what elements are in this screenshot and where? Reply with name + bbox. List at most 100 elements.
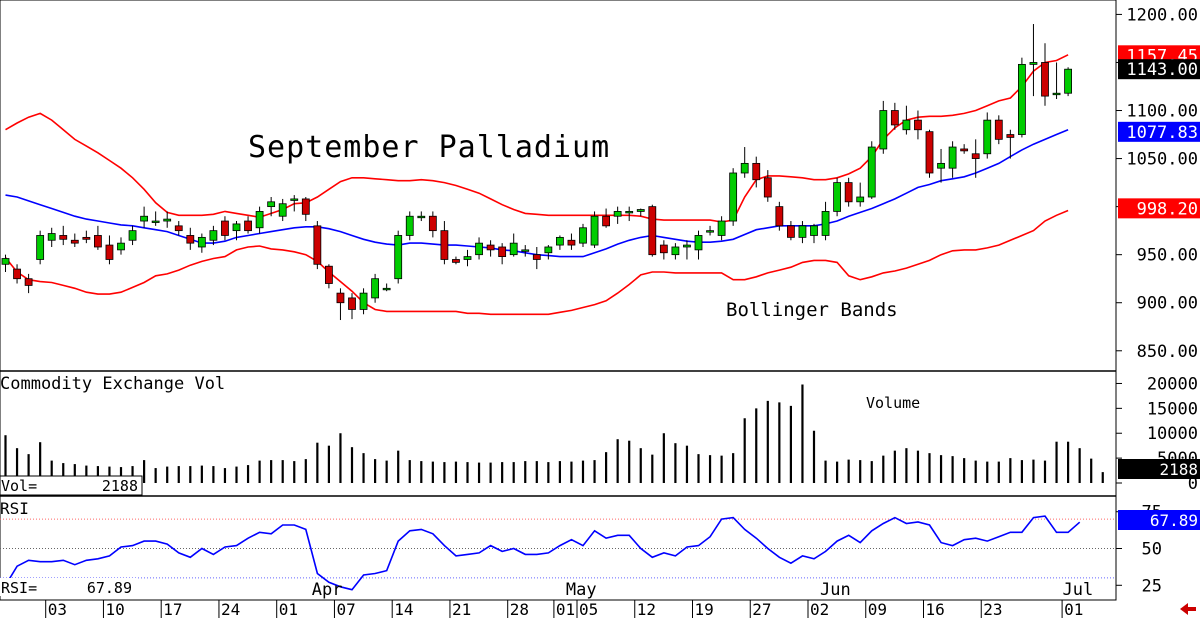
price-title: September Palladium (248, 130, 610, 165)
price-label-text: 1143.00 (1126, 60, 1198, 80)
candle-body (509, 242, 518, 256)
x-tick-label: 03 (48, 600, 67, 619)
candle-body (694, 235, 703, 251)
x-tick-label: 21 (452, 600, 471, 619)
candle-body (856, 196, 865, 203)
candle-body (405, 215, 414, 236)
candle-body (163, 218, 172, 222)
candle-body (556, 236, 564, 246)
candle-body (521, 249, 530, 252)
rsi-axis: 755025 (0, 503, 1162, 596)
scroll-left-arrow-icon[interactable] (1180, 603, 1196, 615)
candle-body (117, 242, 125, 251)
candle-body (359, 292, 368, 310)
x-tick-label: 01 (1064, 600, 1083, 619)
x-tick-label: 23 (983, 600, 1002, 619)
candle-body (209, 230, 218, 241)
candle-body (879, 110, 888, 150)
bollinger-lower-line (4, 209, 1069, 316)
price-label-bg (1118, 198, 1200, 219)
candle-body (486, 244, 495, 251)
x-tick-label: 19 (695, 600, 714, 619)
candle-body (971, 153, 980, 159)
x-tick-label: 09 (868, 600, 887, 619)
candle-body (336, 292, 345, 304)
rsi-readout-box (0, 578, 136, 596)
x-tick-label: 24 (221, 600, 240, 619)
rsi-title: RSI (0, 499, 29, 518)
candle-body (740, 162, 749, 174)
x-tick-label: 01 (556, 600, 575, 619)
candle-body (463, 256, 472, 260)
price-tick-label: 850.00 (1137, 342, 1198, 362)
candle-body (417, 215, 426, 219)
rsi-line (4, 515, 1081, 591)
candle-body (937, 162, 945, 169)
candle-body (301, 198, 310, 215)
candle-body (567, 239, 576, 246)
plot-frame (0, 0, 1117, 601)
price-label-text: 1077.83 (1126, 123, 1198, 143)
candle-body (729, 172, 738, 222)
volume-readout-box (0, 475, 143, 496)
candle-body (59, 235, 68, 240)
candle-body (440, 230, 449, 260)
candle-body (1, 258, 10, 265)
candle-body (105, 244, 114, 260)
x-tick-label: 10 (105, 600, 124, 619)
x-tick-label: 28 (510, 600, 529, 619)
candle-body (1052, 92, 1061, 96)
candle-body (590, 215, 599, 246)
candle-body (382, 287, 391, 291)
candle-body (70, 239, 79, 244)
rsi-tick-label: 50 (1142, 540, 1162, 560)
volume-side-label-bg (1118, 459, 1200, 479)
candlesticks (1, 24, 1072, 321)
candle-body (683, 244, 691, 248)
volume-tick-label: 15000 (1147, 399, 1198, 419)
candle-body (925, 131, 934, 174)
candle-body (844, 182, 853, 203)
candle-body (706, 230, 714, 233)
candle-body (890, 110, 899, 126)
bollinger-upper-line (5, 54, 1069, 223)
price-tick-label: 900.00 (1137, 294, 1198, 314)
candle-body (983, 119, 992, 155)
candle-body (394, 235, 403, 280)
candle-body (348, 297, 356, 310)
candle-body (717, 220, 726, 236)
candle-body (1006, 134, 1015, 138)
candle-body (221, 220, 229, 236)
volume-tick-label: 20000 (1147, 374, 1198, 394)
candle-body (960, 148, 969, 152)
candle-body (1029, 62, 1038, 65)
candle-body (47, 233, 56, 241)
price-label-bg (1118, 59, 1200, 80)
candle-body (278, 203, 287, 217)
volume-tick-label: 10000 (1147, 424, 1198, 444)
volume-annotation: Volume (866, 394, 920, 412)
volume-bars (4, 384, 1104, 483)
x-month-label: May (566, 580, 597, 600)
candle-body (290, 198, 299, 201)
volume-side-label: 2188 (1159, 460, 1198, 479)
price-tick-label: 1200.00 (1126, 5, 1198, 25)
candle-body (452, 259, 460, 263)
candle-body (787, 225, 795, 238)
candle-body (313, 225, 322, 265)
candle-body (636, 209, 645, 212)
candle-body (371, 278, 380, 299)
x-tick-label: 12 (637, 600, 656, 619)
candle-body (151, 220, 160, 223)
candle-body (810, 225, 818, 236)
rsi-series-line (4, 515, 1081, 591)
rsi-side-label-bg (1118, 510, 1200, 530)
candle-body (244, 220, 252, 232)
candle-body (833, 182, 841, 212)
candle-body (948, 146, 957, 169)
candle-body (94, 235, 102, 248)
price-label-text: 998.20 (1137, 199, 1198, 219)
candle-body (1018, 63, 1026, 135)
